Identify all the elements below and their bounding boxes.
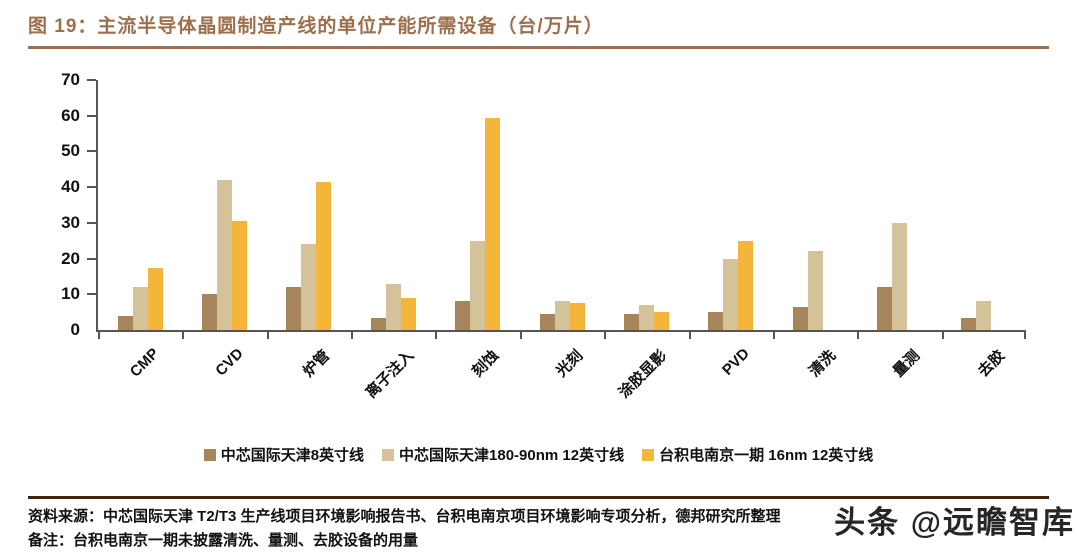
legend-swatch-2 [382, 448, 395, 461]
chart-legend: 中芯国际天津8英寸线 中芯国际天津180-90nm 12英寸线 台积电南京一期 16… [0, 444, 1077, 465]
bar-CVD-series2 [217, 180, 233, 330]
x-label-CVD: CVD [212, 345, 247, 380]
bar-光刻-series1 [539, 313, 555, 330]
legend-item-2: 中芯国际天津180-90nm 12英寸线 [382, 444, 624, 465]
bar-涂胶显影-series1 [623, 313, 639, 330]
x-tick-5 [519, 332, 522, 339]
y-tick-label-20: 20 [61, 248, 80, 268]
bar-PVD-series2 [723, 258, 739, 330]
plot-area [87, 79, 1026, 339]
bar-清洗-series2 [807, 251, 823, 330]
y-tick-50 [87, 150, 96, 153]
source-text: 资料来源：中芯国际天津 T2/T3 生产线项目环境影响报告书、台积电南京项目环境… [28, 508, 781, 525]
bar-CMP-series2 [132, 287, 148, 330]
x-tick-11 [1024, 332, 1026, 339]
x-tick-4 [435, 332, 438, 339]
watermark-text: 头条 @远瞻智库 [834, 505, 1075, 540]
x-label-CMP: CMP [126, 345, 163, 381]
y-axis-labels: 0 10 20 30 40 50 60 70 [34, 70, 86, 339]
legend-swatch-3 [642, 448, 655, 461]
x-label-去胶: 去胶 [974, 347, 1008, 381]
bar-光刻-series2 [554, 301, 570, 330]
bar-CVD-series1 [202, 294, 218, 330]
legend-item-3: 台积电南京一期 16nm 12英寸线 [642, 444, 873, 465]
x-label-离子注入: 离子注入 [362, 347, 418, 402]
note-text: 备注：台积电南京一期未披露清洗、量测、去胶设备的用量 [28, 532, 419, 549]
bar-炉管-series3 [316, 181, 332, 330]
x-tick-3 [351, 332, 354, 339]
bar-离子注入-series3 [400, 297, 416, 330]
title-rule [28, 46, 1049, 49]
bar-PVD-series3 [738, 240, 754, 330]
y-tick-20 [87, 257, 96, 260]
x-label-PVD: PVD [718, 345, 753, 379]
bar-刻蚀-series1 [455, 301, 471, 330]
bar-去胶-series1 [961, 317, 977, 330]
bar-炉管-series1 [286, 287, 302, 330]
legend-item-1: 中芯国际天津8英寸线 [203, 444, 365, 465]
figure-title: 图 19：主流半导体晶圆制造产线的单位产能所需设备（台/万片） [28, 16, 604, 37]
x-label-刻蚀: 刻蚀 [468, 347, 502, 381]
x-label-清洗: 清洗 [805, 347, 840, 381]
x-tick-10 [941, 332, 944, 339]
y-tick-10 [87, 293, 96, 296]
x-tick-0 [98, 332, 100, 339]
y-tick-60 [87, 114, 96, 117]
y-tick-label-40: 40 [61, 177, 80, 197]
bar-CVD-series3 [232, 221, 248, 330]
legend-swatch-1 [203, 448, 216, 461]
x-label-量测: 量测 [890, 347, 924, 381]
legend-label-3: 台积电南京一期 16nm 12英寸线 [659, 447, 874, 464]
bar-CMP-series3 [147, 267, 163, 330]
bar-涂胶显影-series3 [653, 312, 669, 330]
x-label-涂胶显影: 涂胶显影 [616, 347, 671, 402]
bar-量测-series1 [876, 287, 892, 330]
legend-label-2: 中芯国际天津180-90nm 12英寸线 [399, 447, 625, 464]
y-tick-label-30: 30 [61, 212, 80, 232]
bar-离子注入-series1 [370, 317, 386, 330]
bar-涂胶显影-series2 [638, 305, 654, 330]
bar-PVD-series1 [708, 312, 724, 330]
x-tick-1 [182, 332, 185, 339]
bar-去胶-series2 [976, 301, 992, 330]
bar-清洗-series1 [792, 306, 808, 330]
y-tick-label-50: 50 [61, 141, 80, 161]
x-tick-6 [604, 332, 607, 339]
y-tick-70 [87, 79, 96, 81]
x-label-炉管: 炉管 [299, 347, 334, 381]
y-tick-label-70: 70 [61, 70, 80, 89]
x-axis-labels: CMP CVD 炉管 离子注入 刻蚀 光刻 涂胶显影 PVD 清洗 量测 去胶 [96, 339, 1024, 439]
x-tick-8 [772, 332, 775, 339]
y-tick-30 [87, 221, 96, 224]
bar-离子注入-series2 [385, 283, 401, 330]
bar-刻蚀-series3 [485, 117, 501, 330]
x-tick-9 [857, 332, 860, 339]
bar-CMP-series1 [117, 315, 133, 330]
legend-label-1: 中芯国际天津8英寸线 [220, 447, 365, 464]
x-tick-7 [688, 332, 691, 339]
y-tick-label-60: 60 [61, 105, 80, 125]
bar-量测-series2 [891, 222, 907, 330]
bar-刻蚀-series2 [470, 240, 486, 330]
y-tick-label-0: 0 [70, 320, 80, 339]
x-label-光刻: 光刻 [552, 347, 587, 381]
footer-rule [28, 496, 1049, 499]
y-tick-40 [87, 186, 96, 189]
y-tick-label-10: 10 [61, 284, 80, 304]
bar-炉管-series2 [301, 244, 317, 330]
bar-光刻-series3 [569, 303, 585, 330]
x-tick-2 [266, 332, 269, 339]
